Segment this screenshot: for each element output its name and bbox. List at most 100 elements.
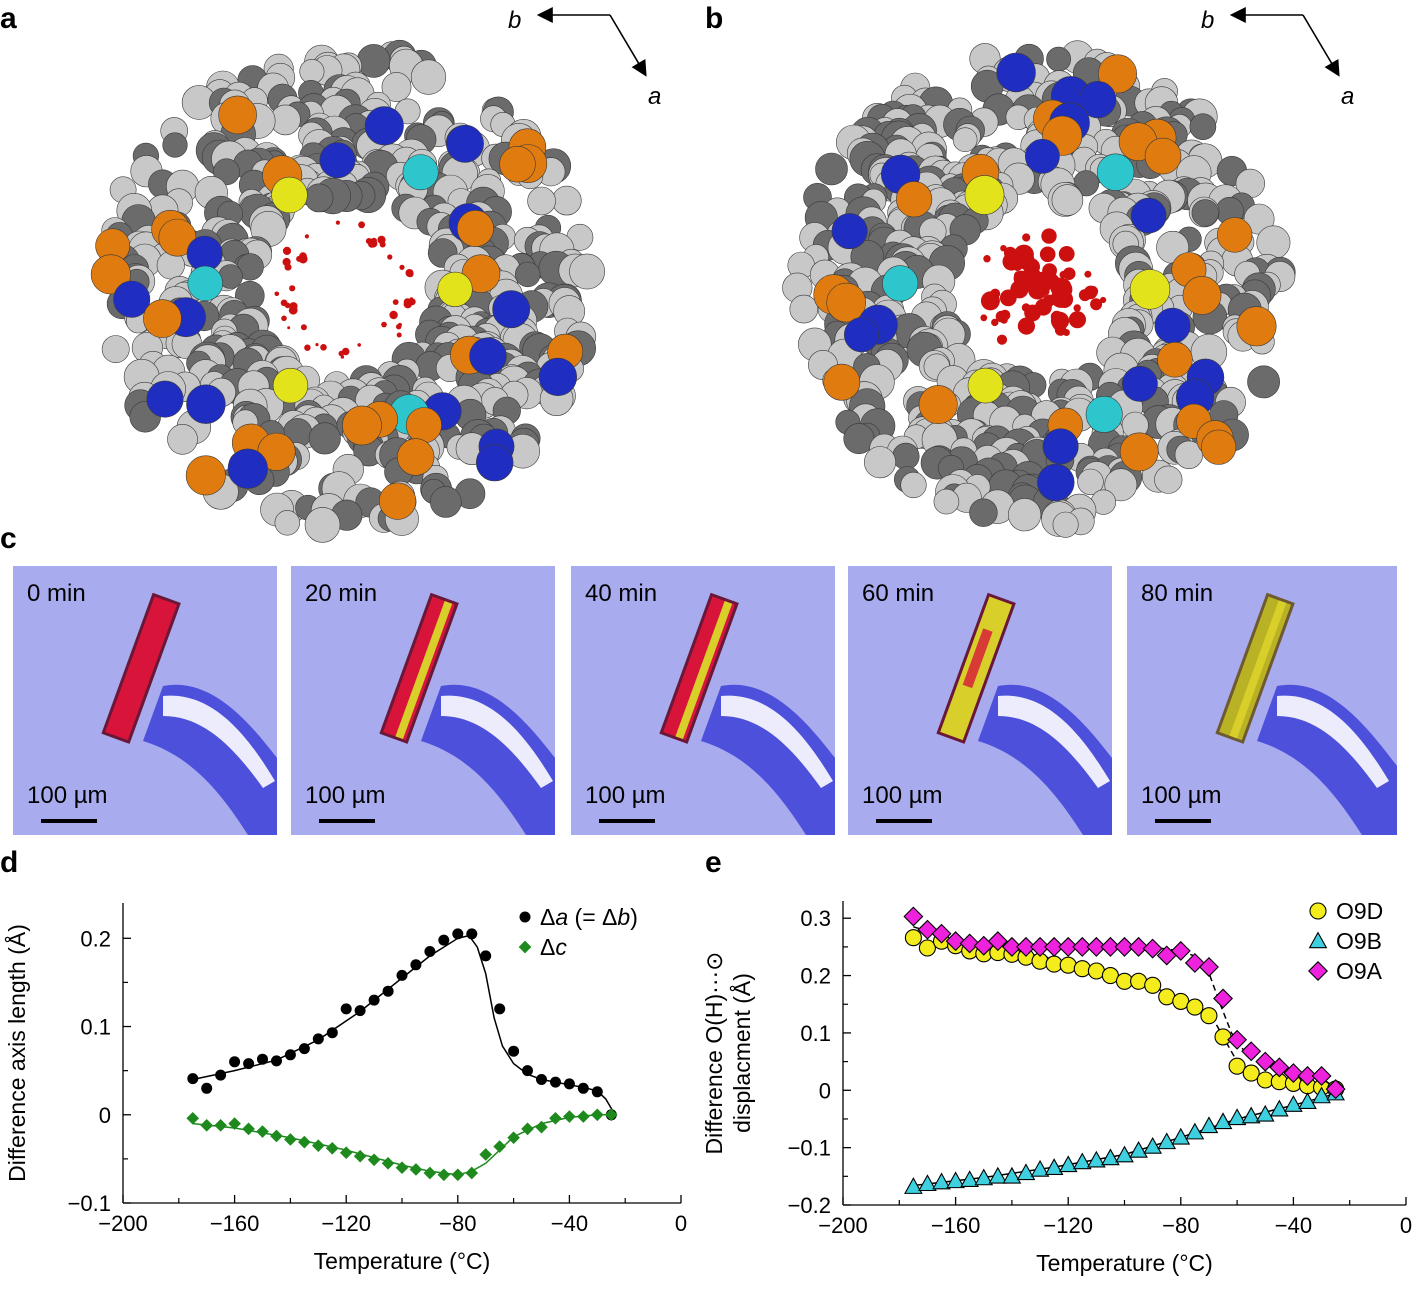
data-point-c bbox=[284, 1133, 297, 1146]
density-blob bbox=[999, 289, 1017, 307]
atom-sphere bbox=[1122, 365, 1158, 402]
crystal-photo-3: 60 min 100 µm bbox=[848, 566, 1112, 835]
density-blob bbox=[1058, 246, 1075, 262]
atom-sphere bbox=[456, 210, 494, 248]
data-point-c bbox=[451, 1168, 465, 1182]
fibre-highlight bbox=[721, 695, 833, 788]
density-blob bbox=[1073, 304, 1081, 312]
atom-sphere bbox=[918, 385, 958, 425]
atom-sphere bbox=[863, 446, 896, 479]
density-blob bbox=[403, 298, 412, 306]
y-axis-label-line2: displacment (Å) bbox=[728, 973, 755, 1133]
data-point-c bbox=[186, 1111, 200, 1125]
panel-label-a: a bbox=[0, 2, 17, 35]
density-blob bbox=[1090, 298, 1103, 311]
data-point-c bbox=[549, 1111, 562, 1125]
data-point-ab bbox=[480, 950, 492, 962]
legend-marker-O9A bbox=[1308, 961, 1328, 981]
atom-sphere bbox=[410, 59, 447, 95]
atom-sphere bbox=[1157, 341, 1193, 378]
scale-bar bbox=[41, 819, 97, 823]
data-point-O9A bbox=[1142, 938, 1163, 959]
atom-sphere bbox=[1236, 306, 1277, 347]
atom-sphere bbox=[271, 176, 308, 214]
legend-label-O9B: O9B bbox=[1336, 928, 1382, 954]
atom-sphere bbox=[213, 158, 240, 186]
data-point-O9B bbox=[1312, 1086, 1331, 1104]
atom-sphere bbox=[397, 438, 435, 476]
data-point-ab bbox=[550, 1076, 561, 1088]
data-point-O9B bbox=[1129, 1140, 1148, 1158]
crystal-photo-1: 20 min 100 µm bbox=[291, 566, 555, 835]
atom-sphere bbox=[162, 132, 188, 158]
data-point-O9B bbox=[960, 1170, 980, 1188]
scale-bar bbox=[319, 819, 375, 823]
density-blob bbox=[381, 321, 387, 328]
data-point-O9D bbox=[1130, 972, 1148, 990]
fibre-highlight bbox=[998, 695, 1110, 788]
density-blob bbox=[1068, 311, 1086, 329]
data-point-ab bbox=[243, 1058, 255, 1070]
atom-sphere bbox=[185, 455, 226, 496]
data-point-O9B bbox=[1227, 1108, 1247, 1126]
data-point-O9B bbox=[932, 1172, 951, 1190]
density-blob bbox=[1041, 228, 1057, 244]
data-point-O9B bbox=[1058, 1155, 1078, 1173]
pore-cavity bbox=[275, 220, 415, 360]
density-blob bbox=[409, 297, 414, 301]
legend-label-c: Δc bbox=[540, 934, 567, 960]
atom-sphere bbox=[892, 442, 920, 471]
density-blob bbox=[1022, 233, 1031, 242]
data-point-O9A bbox=[903, 906, 924, 927]
atom-sphere bbox=[356, 44, 391, 78]
density-blob bbox=[1087, 285, 1099, 297]
panel-label-e: e bbox=[705, 846, 722, 879]
atom-sphere bbox=[1129, 269, 1171, 310]
atom-sphere bbox=[146, 380, 184, 418]
data-point-ab bbox=[563, 1078, 575, 1090]
chart-e: −200 −160 −120 −80 −40 0 −0.2 −0.1 0 0.1 0.2 0.3 Tem… bbox=[701, 898, 1412, 1276]
atom-sphere bbox=[469, 337, 507, 375]
data-point-O9D bbox=[1214, 1028, 1232, 1046]
data-point-O9B bbox=[1241, 1106, 1261, 1124]
density-blob bbox=[387, 254, 393, 260]
density-blob bbox=[282, 257, 291, 267]
density-blob bbox=[304, 234, 309, 239]
data-point-ab bbox=[591, 1086, 603, 1098]
crystal-red-region bbox=[962, 628, 993, 689]
y-tick-label: −0.2 bbox=[788, 1193, 831, 1218]
data-point-O9B bbox=[1213, 1112, 1233, 1130]
density-blob bbox=[287, 326, 291, 330]
density-blob bbox=[1002, 252, 1021, 271]
data-point-c bbox=[577, 1110, 590, 1123]
structure-panel-a bbox=[90, 39, 606, 543]
atom-sphere bbox=[402, 154, 439, 191]
glass-fibre bbox=[978, 684, 1112, 835]
legend-marker-c bbox=[518, 940, 532, 954]
atom-sphere bbox=[527, 186, 556, 216]
data-point-O9B bbox=[904, 1177, 923, 1194]
y-axis-label: Difference axis length (Å) bbox=[3, 924, 30, 1182]
y-tick-label: 0.2 bbox=[80, 926, 111, 951]
panel-label-c: c bbox=[0, 522, 17, 555]
crystal-photo-0: 0 min 100 µm bbox=[13, 566, 277, 835]
data-point-O9B bbox=[1255, 1104, 1275, 1122]
atom-sphere bbox=[569, 253, 606, 290]
data-point-c bbox=[228, 1117, 241, 1130]
atom-sphere bbox=[1154, 465, 1183, 494]
density-blob bbox=[377, 235, 386, 244]
data-point-O9D bbox=[1186, 998, 1204, 1016]
atom-sphere bbox=[823, 363, 861, 401]
data-point-O9A bbox=[1058, 936, 1079, 957]
density-blob bbox=[369, 239, 378, 248]
data-point-c bbox=[214, 1119, 227, 1132]
crystal-photo-4: 80 min 100 µm bbox=[1127, 566, 1397, 835]
atom-sphere bbox=[113, 280, 151, 318]
x-tick-label: −160 bbox=[931, 1213, 981, 1238]
data-point-c bbox=[437, 1168, 451, 1182]
density-blob bbox=[1024, 304, 1041, 322]
density-blob bbox=[1059, 270, 1068, 279]
photo-time-label: 80 min bbox=[1141, 580, 1214, 607]
data-point-O9A bbox=[931, 923, 952, 944]
atom-sphere bbox=[964, 175, 1005, 215]
